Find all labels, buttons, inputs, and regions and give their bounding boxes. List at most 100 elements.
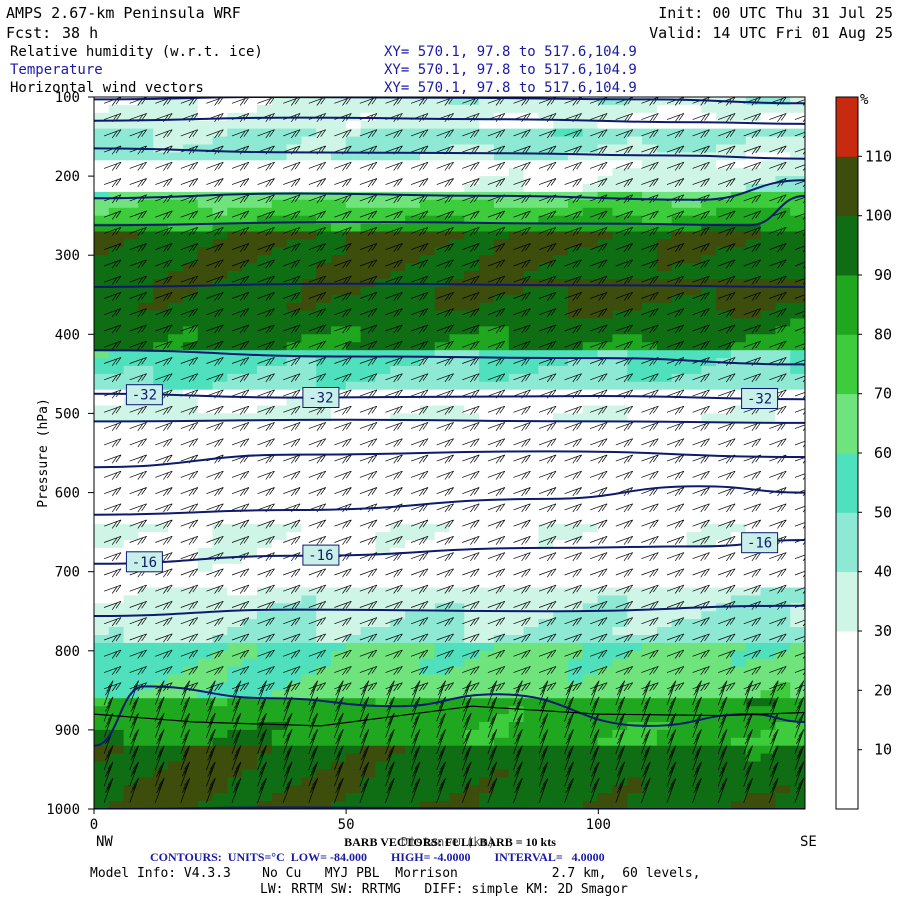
wind-barb xyxy=(410,308,429,318)
rh-cell xyxy=(760,318,776,327)
rh-cell xyxy=(331,247,347,256)
rh-cell xyxy=(345,255,362,264)
wind-barb xyxy=(743,129,761,139)
rh-cell xyxy=(390,112,406,122)
rh-cell xyxy=(390,524,406,533)
rh-cell xyxy=(701,112,717,122)
rh-cell xyxy=(701,769,717,778)
rh-cell xyxy=(582,207,599,217)
rh-cell xyxy=(701,294,717,304)
rh-cell xyxy=(138,358,154,367)
rh-cell xyxy=(582,176,599,185)
rh-cell xyxy=(108,571,125,581)
rh-cell xyxy=(745,777,762,786)
rh-cell xyxy=(168,247,184,256)
wind-barb xyxy=(206,438,224,448)
rh-cell xyxy=(686,666,702,676)
rh-cell xyxy=(419,793,436,802)
wind-barb xyxy=(743,275,761,285)
rh-cell xyxy=(760,350,776,359)
rh-cell xyxy=(612,286,628,296)
rh-cell xyxy=(434,207,451,217)
rh-cell xyxy=(686,737,702,747)
wind-barb xyxy=(334,178,352,188)
rh-cell xyxy=(568,279,584,288)
wind-barb xyxy=(590,291,608,301)
rh-cell xyxy=(94,104,110,114)
rh-cell xyxy=(745,176,762,185)
rh-cell xyxy=(775,611,791,620)
rh-cell xyxy=(419,642,436,652)
rh-cell xyxy=(538,524,554,533)
rh-cell xyxy=(345,373,362,383)
rh-cell xyxy=(493,571,510,581)
rh-cell xyxy=(123,445,139,454)
rh-cell xyxy=(701,318,717,327)
wind-barb xyxy=(436,308,454,318)
rh-cell xyxy=(345,310,362,320)
rh-cell xyxy=(168,318,184,327)
rh-cell xyxy=(94,714,110,723)
rh-cell xyxy=(568,263,584,272)
wind-barb xyxy=(666,243,685,253)
rh-cell xyxy=(123,318,139,327)
rh-cell xyxy=(701,698,717,707)
rh-cell xyxy=(345,595,362,604)
rh-cell xyxy=(286,120,302,130)
wind-barb xyxy=(231,226,250,236)
rh-cell xyxy=(419,120,436,130)
rh-cell xyxy=(538,722,554,731)
rh-cell xyxy=(123,642,139,652)
rh-cell xyxy=(464,476,480,486)
rh-cell xyxy=(256,263,273,272)
rh-cell xyxy=(745,366,762,375)
rh-cell xyxy=(375,468,391,478)
rh-cell xyxy=(301,753,317,763)
rh-cell xyxy=(345,97,362,106)
rh-cell xyxy=(538,358,554,367)
wind-barb xyxy=(257,275,275,285)
rh-cell xyxy=(419,286,436,296)
rh-cell xyxy=(153,191,169,201)
rh-cell xyxy=(271,389,288,399)
rh-cell xyxy=(523,777,539,786)
rh-cell xyxy=(168,777,184,786)
rh-cell xyxy=(212,199,228,209)
rh-cell xyxy=(627,801,643,809)
rh-cell xyxy=(390,445,406,454)
rh-cell xyxy=(345,271,362,280)
rh-cell xyxy=(405,429,421,438)
rh-cell xyxy=(701,476,717,486)
rh-cell xyxy=(582,223,599,233)
rh-cell xyxy=(730,460,747,470)
rh-cell xyxy=(390,271,406,280)
rh-cell xyxy=(479,168,495,177)
rh-cell xyxy=(790,413,805,422)
rh-cell xyxy=(479,263,495,272)
rh-cell xyxy=(405,737,421,747)
rh-cell xyxy=(271,366,288,375)
rh-cell xyxy=(94,381,110,391)
rh-cell xyxy=(316,492,332,502)
rh-cell xyxy=(227,160,243,169)
rh-cell xyxy=(671,128,688,138)
rh-cell xyxy=(316,468,332,478)
rh-cell xyxy=(642,761,658,770)
rh-cell xyxy=(686,279,702,288)
rh-cell xyxy=(390,785,406,794)
rh-cell xyxy=(538,500,554,509)
rh-cell xyxy=(479,381,495,391)
rh-cell xyxy=(375,508,391,517)
rh-cell xyxy=(582,128,599,138)
rh-cell xyxy=(775,745,791,755)
rh-cell xyxy=(775,152,791,161)
rh-cell xyxy=(568,524,584,533)
rh-cell xyxy=(730,405,747,414)
rh-cell xyxy=(256,492,273,502)
rh-cell xyxy=(686,104,702,114)
rh-cell xyxy=(271,793,288,802)
rh-cell xyxy=(434,184,451,193)
rh-cell xyxy=(316,619,332,628)
rh-cell xyxy=(286,199,302,209)
rh-cell xyxy=(464,152,480,161)
